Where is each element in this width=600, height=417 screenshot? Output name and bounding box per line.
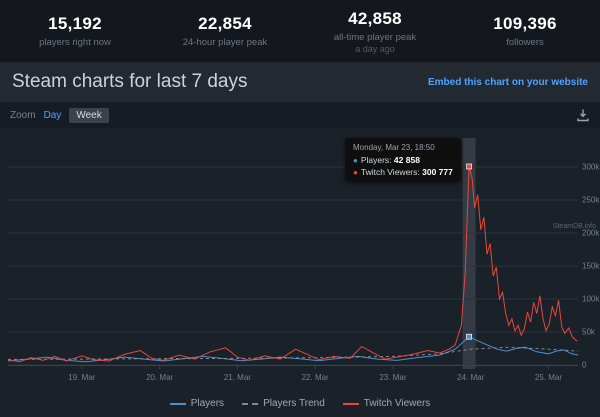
stat-sublabel: a day ago — [355, 43, 395, 54]
legend-marker-icon — [242, 402, 259, 405]
stat-followers: 109,396 followers — [450, 14, 600, 48]
stat-label: players right now — [39, 37, 111, 48]
y-axis-label: 150k — [582, 262, 600, 271]
tooltip-series-value: 42 858 — [393, 155, 420, 165]
zoom-label: Zoom — [10, 109, 36, 121]
tooltip: Monday, Mar 23, 18:50 ● Players: 42 858 ● T… — [345, 138, 461, 182]
chart-header: Steam charts for last 7 days Embed this … — [0, 62, 600, 102]
tooltip-row: ● Twitch Viewers: 300 777 — [353, 167, 453, 177]
x-axis-label: 22. Mar — [302, 373, 329, 382]
tooltip-row: ● Players: 42 858 — [353, 155, 453, 165]
zoom-day-button[interactable]: Day — [43, 109, 62, 121]
page-title: Steam charts for last 7 days — [12, 71, 248, 92]
legend-marker-icon — [169, 402, 186, 405]
x-axis-label: 20. Mar — [146, 373, 173, 382]
marker-twitch-viewers — [466, 163, 472, 170]
stat-label: 24-hour player peak — [182, 37, 268, 48]
legend-label: Twitch Viewers — [363, 398, 431, 409]
legend-item-twitch-viewers[interactable]: Twitch Viewers — [342, 398, 431, 409]
marker-players — [466, 333, 472, 340]
crosshair-band — [462, 138, 476, 369]
x-axis-label: 19. Mar — [68, 373, 95, 382]
x-axis-label: 23. Mar — [379, 373, 406, 382]
tooltip-bullet-icon: ● — [353, 168, 358, 177]
y-axis-label: 0 — [582, 361, 587, 370]
tooltip-rows: ● Players: 42 858 ● Twitch Viewers: 300 777 — [353, 155, 453, 177]
legend-label: Players — [190, 398, 225, 409]
legend-item-players-trend[interactable]: Players Trend — [242, 398, 325, 409]
series-players-trend — [7, 346, 579, 360]
credit-label: SteamDB.info — [553, 223, 596, 230]
stat-value: 15,192 — [48, 14, 102, 33]
stat-value: 22,854 — [198, 14, 252, 33]
chart-area[interactable]: 300k 250k 200k 150k 100k 50k 0 19. Mar 20. Mar 21… — [0, 128, 600, 417]
download-icon[interactable] — [576, 108, 590, 122]
legend-marker-icon — [342, 402, 359, 405]
tooltip-series-name: Players: — [360, 155, 394, 165]
x-axis-label: 24. Mar — [457, 373, 484, 382]
download-icon-glyph — [577, 109, 589, 122]
y-axis-label: 250k — [582, 196, 600, 205]
embed-link[interactable]: Embed this chart on your website — [427, 76, 588, 88]
stat-label: all-time player peak — [333, 31, 417, 43]
y-axis-label: 100k — [582, 295, 600, 304]
zoom-controls: Zoom Day Week — [0, 102, 600, 128]
zoom-week-button[interactable]: Week — [69, 107, 109, 123]
legend-label: Players Trend — [263, 398, 325, 409]
x-axis-label: 21. Mar — [224, 373, 251, 382]
stat-value: 109,396 — [493, 14, 557, 33]
y-axis-label: 300k — [582, 163, 600, 172]
stat-players-now: 15,192 players right now — [0, 14, 150, 48]
tooltip-title: Monday, Mar 23, 18:50 — [353, 143, 435, 152]
stat-label: followers — [506, 37, 544, 48]
x-axis-label: 25. Mar — [535, 373, 562, 382]
stat-value: 42,858 — [348, 8, 402, 28]
y-axis-label: 200k — [582, 229, 600, 238]
series-players — [7, 336, 579, 363]
chart-svg[interactable]: 300k 250k 200k 150k 100k 50k 0 19. Mar 20. Mar 21… — [0, 128, 600, 390]
legend-item-players[interactable]: Players — [169, 398, 225, 409]
y-axis-label: 50k — [582, 328, 596, 337]
stats-bar: 15,192 players right now 22,854 24-hour … — [0, 0, 600, 62]
tooltip-series-value: 300 777 — [422, 167, 453, 177]
tooltip-series-name: Twitch Viewers: — [360, 167, 423, 177]
tooltip-bullet-icon: ● — [353, 156, 358, 165]
stat-alltime-peak: 42,858 all-time player peak a day ago — [300, 9, 450, 54]
stat-24h-peak: 22,854 24-hour player peak — [150, 14, 300, 48]
series-twitch-viewers — [7, 166, 578, 363]
legend: Players Players Trend Twitch Viewers — [0, 390, 600, 417]
